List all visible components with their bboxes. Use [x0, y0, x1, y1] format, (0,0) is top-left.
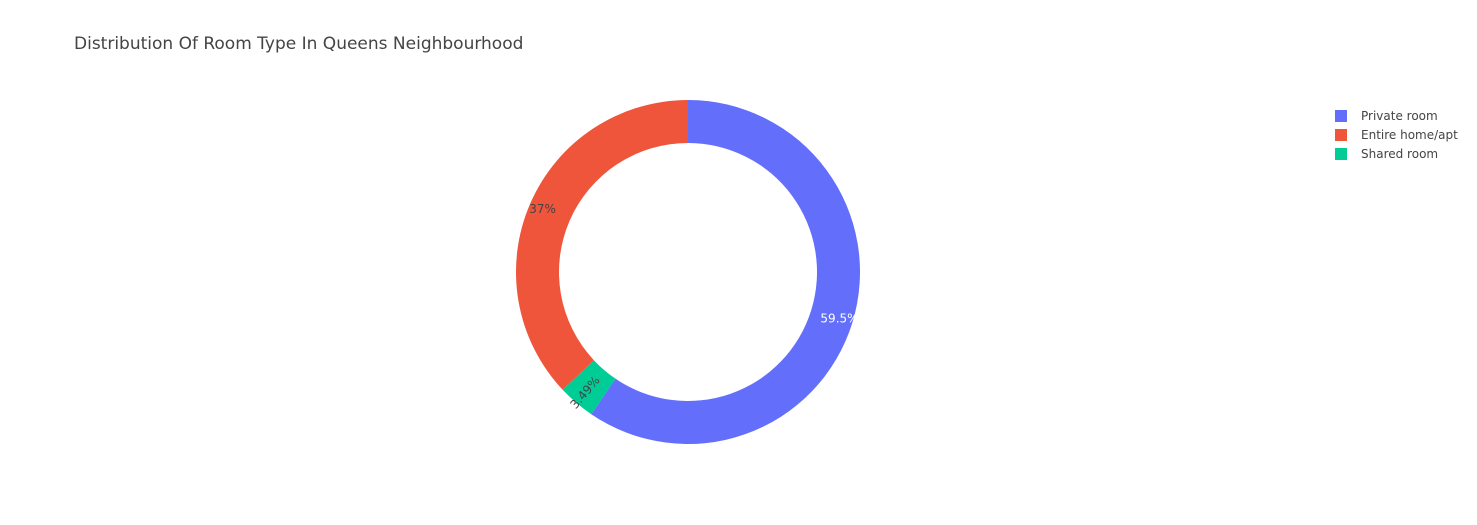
slice-entire-home-apt[interactable] [516, 100, 688, 390]
legend-swatch [1335, 109, 1347, 122]
legend-label: Shared room [1361, 146, 1439, 161]
slice-shared-room[interactable] [562, 360, 616, 415]
slice-label-entire-home-apt: 37% [529, 202, 556, 216]
legend-swatch [1335, 128, 1347, 141]
legend: Private room Entire home/apt Shared room [1335, 106, 1458, 163]
legend-item-private-room[interactable]: Private room [1335, 106, 1458, 125]
chart-title: Distribution Of Room Type In Queens Neig… [74, 34, 524, 54]
legend-swatch [1335, 147, 1347, 160]
slice-private-room[interactable] [591, 100, 860, 444]
legend-label: Private room [1361, 108, 1438, 123]
slice-label-private-room: 59.5% [820, 312, 858, 326]
legend-label: Entire home/apt [1361, 127, 1458, 142]
legend-item-shared-room[interactable]: Shared room [1335, 144, 1458, 163]
legend-item-entire-home-apt[interactable]: Entire home/apt [1335, 125, 1458, 144]
